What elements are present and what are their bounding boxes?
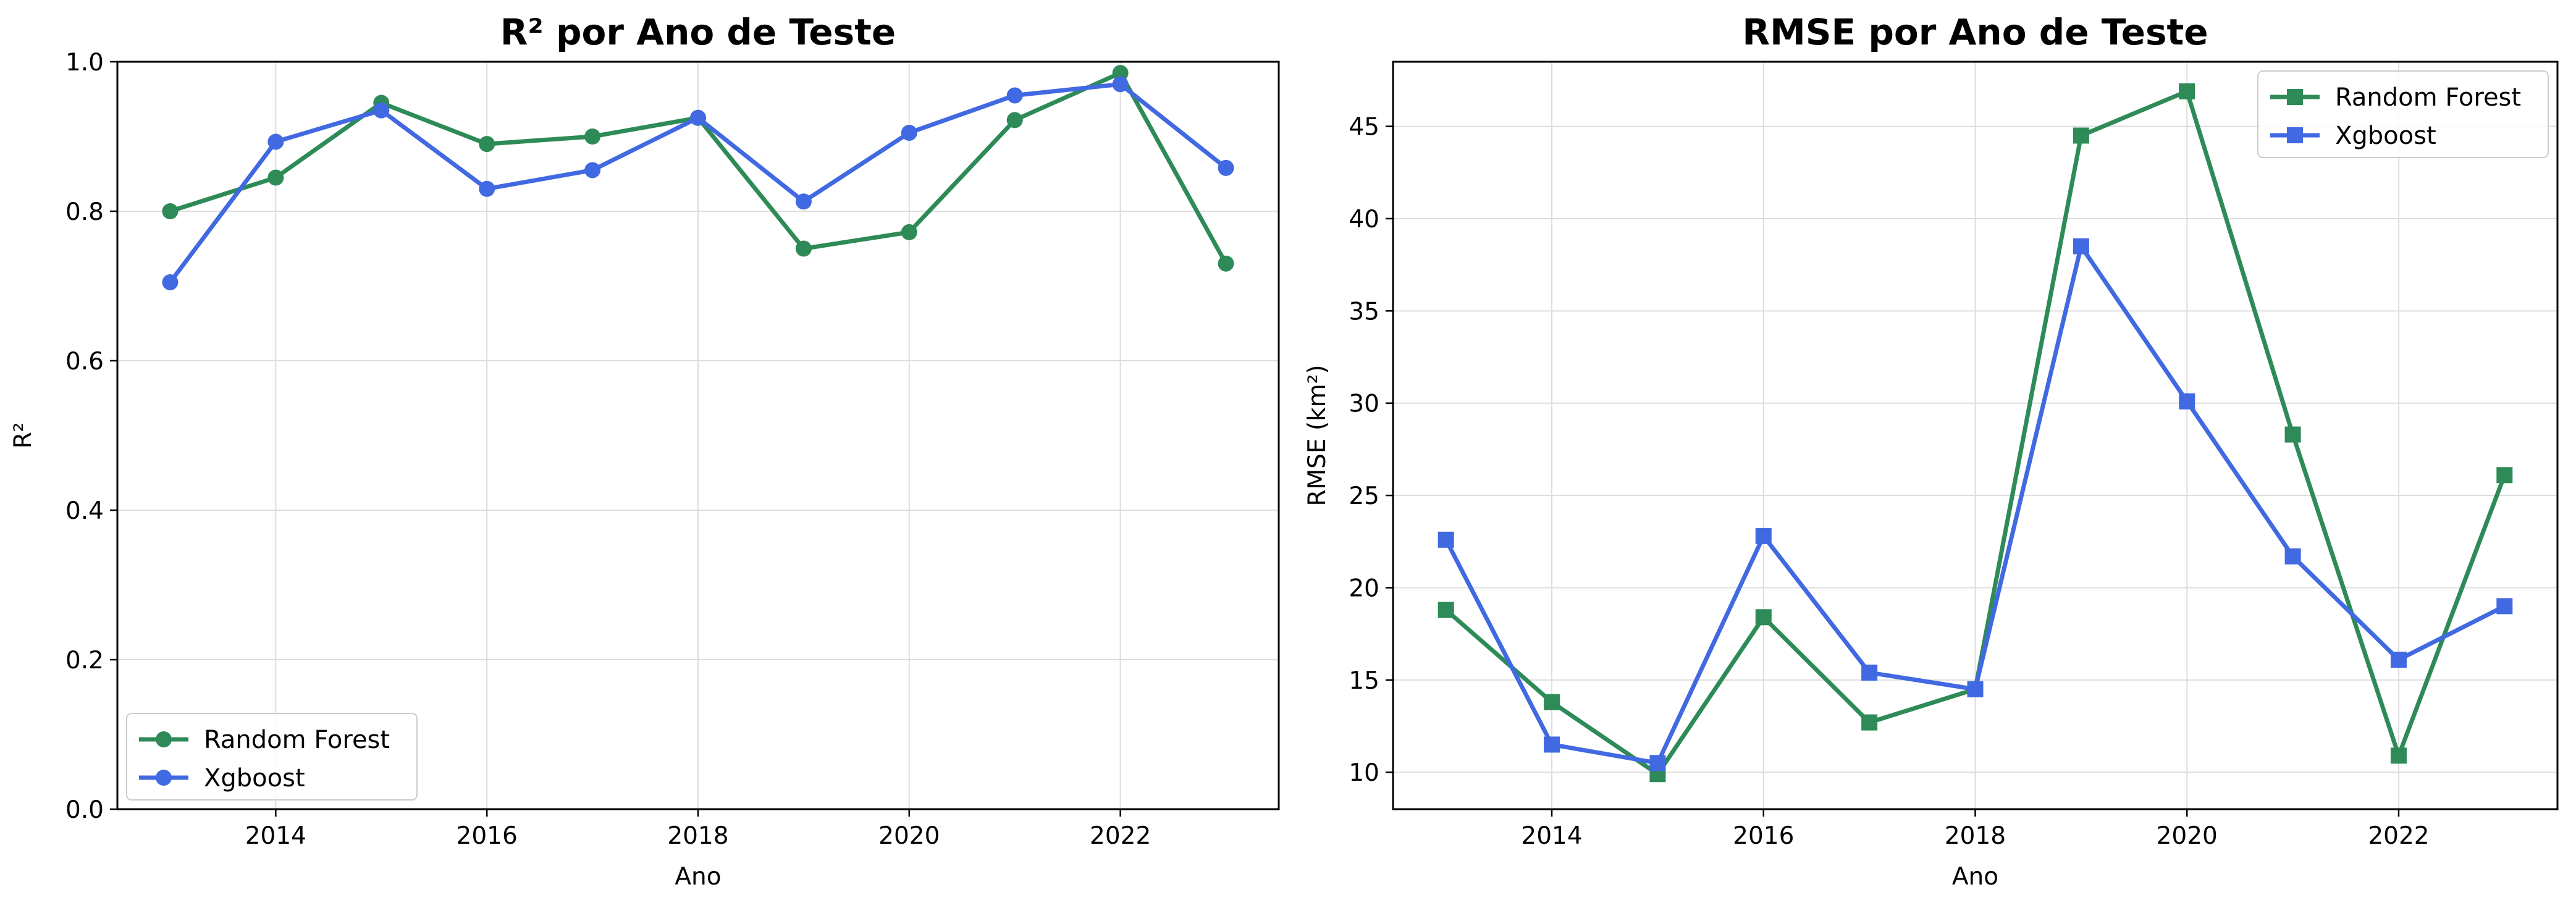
data-point: [2390, 747, 2407, 764]
legend-label: Xgboost: [204, 764, 305, 792]
data-point: [2073, 127, 2089, 144]
data-point: [1218, 159, 1234, 176]
data-point: [901, 124, 917, 141]
legend-label: Random Forest: [2335, 83, 2521, 112]
legend-marker: [156, 731, 172, 747]
x-tick-label: 2018: [1945, 822, 2006, 850]
data-point: [2496, 467, 2513, 484]
data-point: [1218, 255, 1234, 272]
data-point: [795, 193, 812, 210]
x-tick-label: 2014: [1521, 822, 1582, 850]
data-point: [1755, 528, 1772, 544]
data-point: [2496, 598, 2513, 615]
x-tick-label: 2018: [667, 822, 728, 850]
legend-marker: [2287, 89, 2303, 105]
data-point: [162, 203, 179, 219]
data-point: [1967, 681, 1984, 697]
x-tick-label: 2022: [2368, 822, 2429, 850]
y-tick-label: 1.0: [65, 49, 104, 77]
plot-frame: [116, 61, 1280, 810]
x-axis-label: Ano: [675, 863, 721, 891]
plot-frame: [1392, 61, 2559, 810]
data-point: [2390, 652, 2407, 668]
legend: Random Forest Xgboost: [2257, 70, 2549, 158]
data-point: [1755, 609, 1772, 626]
x-tick-label: 2020: [2157, 822, 2218, 850]
data-point: [267, 133, 284, 150]
legend-marker: [2287, 127, 2303, 143]
data-point: [479, 180, 495, 197]
data-point: [1112, 76, 1129, 93]
legend-label: Random Forest: [204, 726, 390, 754]
data-point: [267, 169, 284, 186]
data-point: [584, 162, 601, 179]
data-point: [1437, 602, 1454, 618]
x-tick-label: 2014: [245, 822, 306, 850]
y-tick-label: 45: [1349, 114, 1379, 141]
data-point: [1544, 736, 1560, 753]
y-axis-label: R²: [9, 422, 37, 449]
x-tick-label: 2022: [1090, 822, 1151, 850]
x-axis-label: Ano: [1952, 863, 1998, 891]
data-point: [2073, 238, 2089, 254]
chart-title: RMSE por Ano de Teste: [1742, 11, 2208, 53]
r2-chart: 2014 2016 2018 2020 2022 0.0 0.2 0.4 0.6 0.8 1.0 R²…: [9, 11, 1280, 891]
data-point: [690, 109, 706, 126]
data-point: [1861, 664, 1878, 681]
data-point: [479, 136, 495, 153]
y-tick-label: 0.6: [65, 348, 104, 376]
data-point: [584, 128, 601, 145]
data-point: [2284, 426, 2301, 443]
data-point: [1544, 694, 1560, 710]
rmse-chart: 2014 2016 2018 2020 2022 10 15 20 25 30 35 40 45 RMSE…: [1303, 11, 2559, 891]
chart-title: R² por Ano de Teste: [500, 11, 896, 53]
data-point: [795, 240, 812, 257]
data-point: [2179, 393, 2195, 410]
y-tick-label: 40: [1349, 206, 1379, 233]
y-tick-label: 0.2: [65, 647, 104, 675]
x-tick-label: 2016: [1733, 822, 1794, 850]
data-point: [901, 224, 917, 240]
data-point: [162, 274, 179, 290]
legend: Random Forest Xgboost: [126, 713, 418, 801]
y-tick-label: 30: [1349, 390, 1379, 418]
data-point: [1006, 112, 1023, 128]
data-point: [2179, 83, 2195, 99]
y-tick-label: 25: [1349, 482, 1379, 510]
legend-box: [2257, 70, 2549, 158]
y-tick-label: 10: [1349, 759, 1379, 787]
y-tick-label: 15: [1349, 667, 1379, 695]
y-tick-label: 0.4: [65, 497, 104, 525]
legend-label: Xgboost: [2335, 122, 2436, 150]
data-point: [1861, 714, 1878, 731]
y-tick-label: 0.8: [65, 198, 104, 226]
data-point: [1437, 531, 1454, 548]
x-tick-label: 2020: [878, 822, 940, 850]
data-point: [1649, 755, 1666, 771]
x-tick-label: 2016: [457, 822, 518, 850]
legend-box: [126, 713, 418, 801]
y-tick-label: 35: [1349, 298, 1379, 326]
data-point: [2284, 548, 2301, 565]
data-point: [373, 102, 390, 119]
y-tick-label: 0.0: [65, 796, 104, 824]
legend-marker: [156, 770, 172, 786]
data-point: [1112, 65, 1129, 82]
y-tick-label: 20: [1349, 574, 1379, 602]
y-axis-label: RMSE (km²): [1303, 364, 1331, 506]
data-point: [1006, 87, 1023, 104]
